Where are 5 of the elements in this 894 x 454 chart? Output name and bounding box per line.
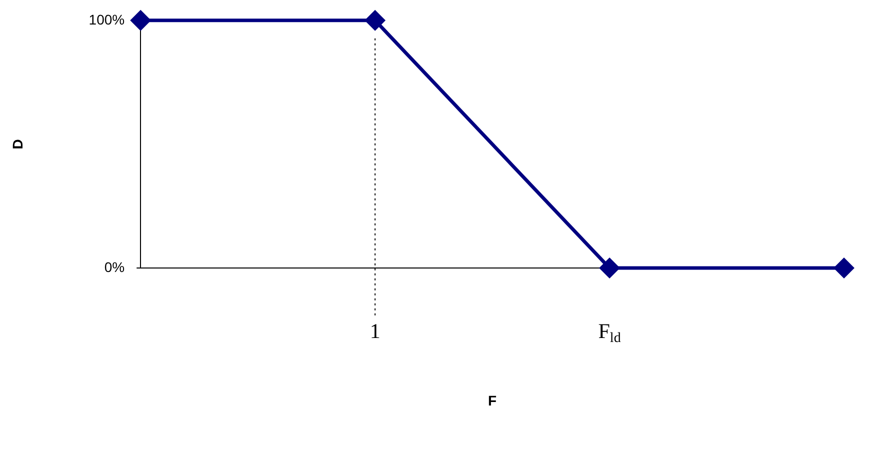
x-tick-label: 1 (370, 319, 380, 343)
y-tick-label: 0% (104, 258, 125, 275)
y-tick-label: 100% (88, 11, 125, 28)
x-axis-title: F (488, 392, 498, 408)
y-axis-title: D (9, 139, 26, 150)
